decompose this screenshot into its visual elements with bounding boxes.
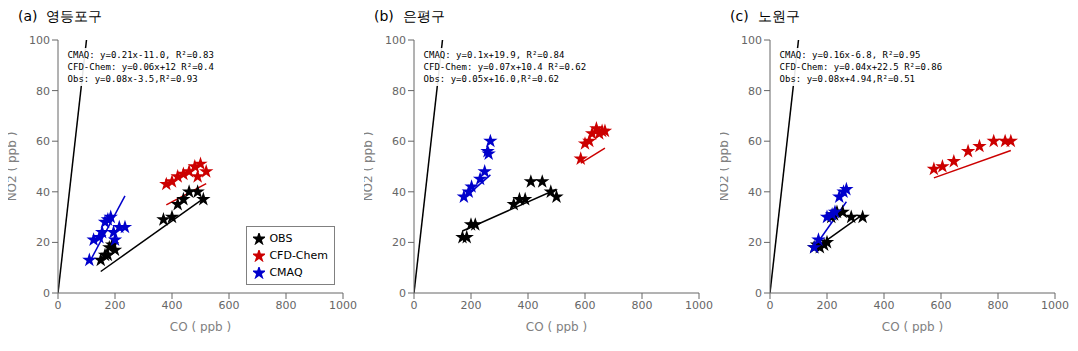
svg-text:600: 600 (931, 299, 952, 312)
svg-text:60: 60 (392, 135, 406, 148)
svg-text:40: 40 (392, 186, 406, 199)
svg-text:40: 40 (748, 186, 762, 199)
svg-text:0: 0 (55, 299, 62, 312)
svg-text:NO2 ( ppb ): NO2 ( ppb ) (8, 132, 19, 202)
svg-text:600: 600 (575, 299, 596, 312)
svg-text:100: 100 (385, 34, 406, 47)
svg-text:NO2 ( ppb ): NO2 ( ppb ) (364, 132, 375, 202)
html-text:CMAQ: y=0.21x-11.0, R²=0.83 CF: CMAQ: y=0.21x-11.0, R²=0.83 CFD-Chem: y=… (67, 49, 214, 84)
svg-text:0: 0 (411, 299, 418, 312)
svg-text:400: 400 (162, 299, 183, 312)
svg-text:20: 20 (748, 236, 762, 249)
svg-text:800: 800 (276, 299, 297, 312)
svg-text:200: 200 (105, 299, 126, 312)
svg-text:40: 40 (36, 186, 50, 199)
svg-text:NO2 ( ppb ): NO2 ( ppb ) (720, 132, 731, 202)
svg-text:60: 60 (36, 135, 50, 148)
svg-text:CO ( ppb ): CO ( ppb ) (882, 320, 943, 333)
svg-text:0: 0 (767, 299, 774, 312)
html-text:(b) 은평구: (b) 은평구 (374, 8, 445, 24)
svg-text:0: 0 (399, 287, 406, 300)
html-text:CMAQ: y=0.1x+19.9, R²=0.84 CFD: CMAQ: y=0.1x+19.9, R²=0.84 CFD-Chem: y=0… (423, 49, 587, 84)
html-text:CFD-Chem: CFD-Chem (269, 249, 328, 262)
svg-text:200: 200 (817, 299, 838, 312)
svg-text:400: 400 (874, 299, 895, 312)
html-text:(a) 영등포구: (a) 영등포구 (18, 8, 103, 24)
svg-text:80: 80 (392, 85, 406, 98)
svg-text:100: 100 (741, 34, 762, 47)
svg-text:80: 80 (748, 85, 762, 98)
svg-text:0: 0 (43, 287, 50, 300)
html-text:CMAQ: y=0.16x-6.8, R²=0.95 CFD: CMAQ: y=0.16x-6.8, R²=0.95 CFD-Chem: y=0… (779, 49, 943, 84)
svg-text:100: 100 (29, 34, 50, 47)
svg-text:20: 20 (36, 236, 50, 249)
html-text:CMAQ: CMAQ (269, 266, 303, 279)
svg-text:600: 600 (219, 299, 240, 312)
svg-text:CO ( ppb ): CO ( ppb ) (170, 320, 231, 333)
svg-text:1000: 1000 (685, 299, 713, 312)
svg-text:1000: 1000 (1041, 299, 1069, 312)
svg-text:CO ( ppb ): CO ( ppb ) (526, 320, 587, 333)
svg-text:20: 20 (392, 236, 406, 249)
svg-text:800: 800 (632, 299, 653, 312)
html-text:(c) 노원구: (c) 노원구 (730, 8, 800, 24)
svg-text:1000: 1000 (329, 299, 357, 312)
svg-text:80: 80 (36, 85, 50, 98)
svg-text:800: 800 (988, 299, 1009, 312)
svg-text:60: 60 (748, 135, 762, 148)
html-text:OBS: OBS (269, 232, 293, 245)
svg-text:400: 400 (518, 299, 539, 312)
svg-text:200: 200 (461, 299, 482, 312)
svg-text:0: 0 (755, 287, 762, 300)
